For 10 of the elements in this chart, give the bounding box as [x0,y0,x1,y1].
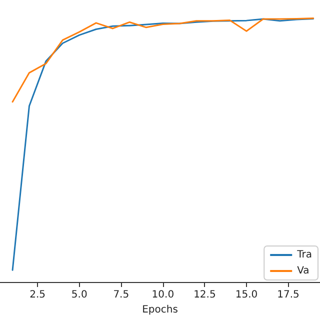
x-tick-label: 17.5 [277,290,300,300]
x-tick-label: 5.0 [71,290,88,300]
x-axis-title: Epochs [142,304,178,316]
x-tick-label: 7.5 [113,290,130,300]
x-tick-label: 10.0 [152,290,174,300]
x-tick-label: 15.0 [235,290,258,300]
x-tick-label: 12.5 [194,290,216,300]
legend-label: Tra [296,250,312,260]
legend-label: Va [297,266,310,276]
x-tick-label: 2.5 [30,290,46,300]
